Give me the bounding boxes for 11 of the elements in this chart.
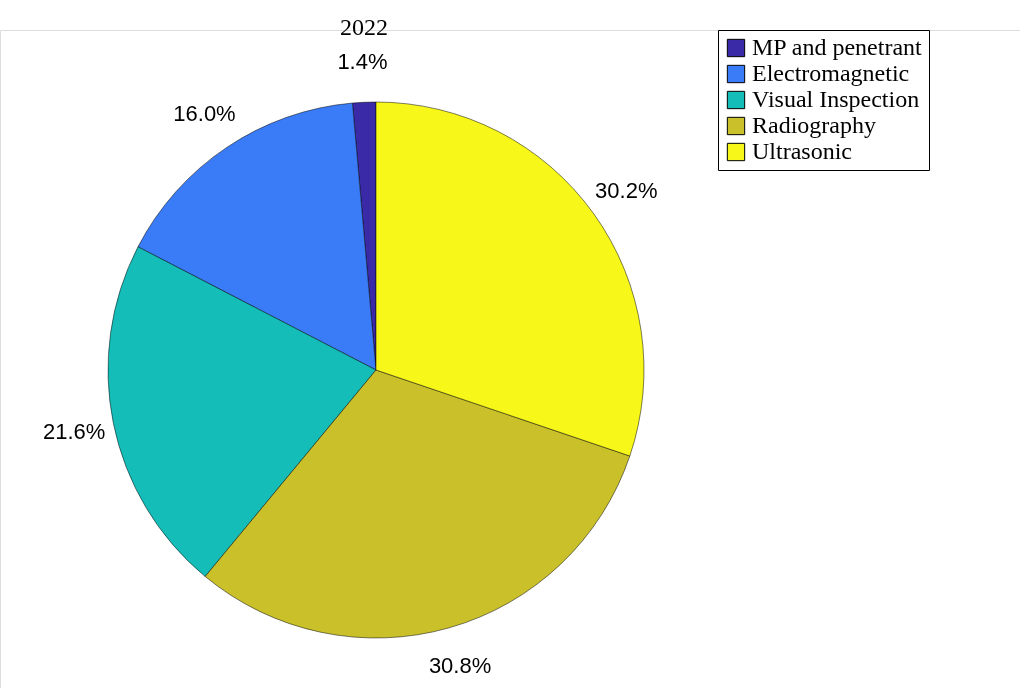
legend-label: Electromagnetic — [752, 60, 910, 86]
data-label: 1.4% — [337, 49, 388, 75]
data-label: 30.8% — [428, 653, 492, 679]
data-label: 30.2% — [595, 177, 658, 203]
legend-label: Visual Inspection — [752, 86, 920, 112]
data-label: 16.0% — [173, 101, 236, 127]
legend-label: Ultrasonic — [752, 138, 852, 164]
chart-title: 2022 — [340, 13, 388, 40]
legend-label: MP and penetrant — [752, 34, 923, 60]
legend-label: Radiography — [752, 112, 876, 138]
data-label: 21.6% — [43, 418, 106, 444]
